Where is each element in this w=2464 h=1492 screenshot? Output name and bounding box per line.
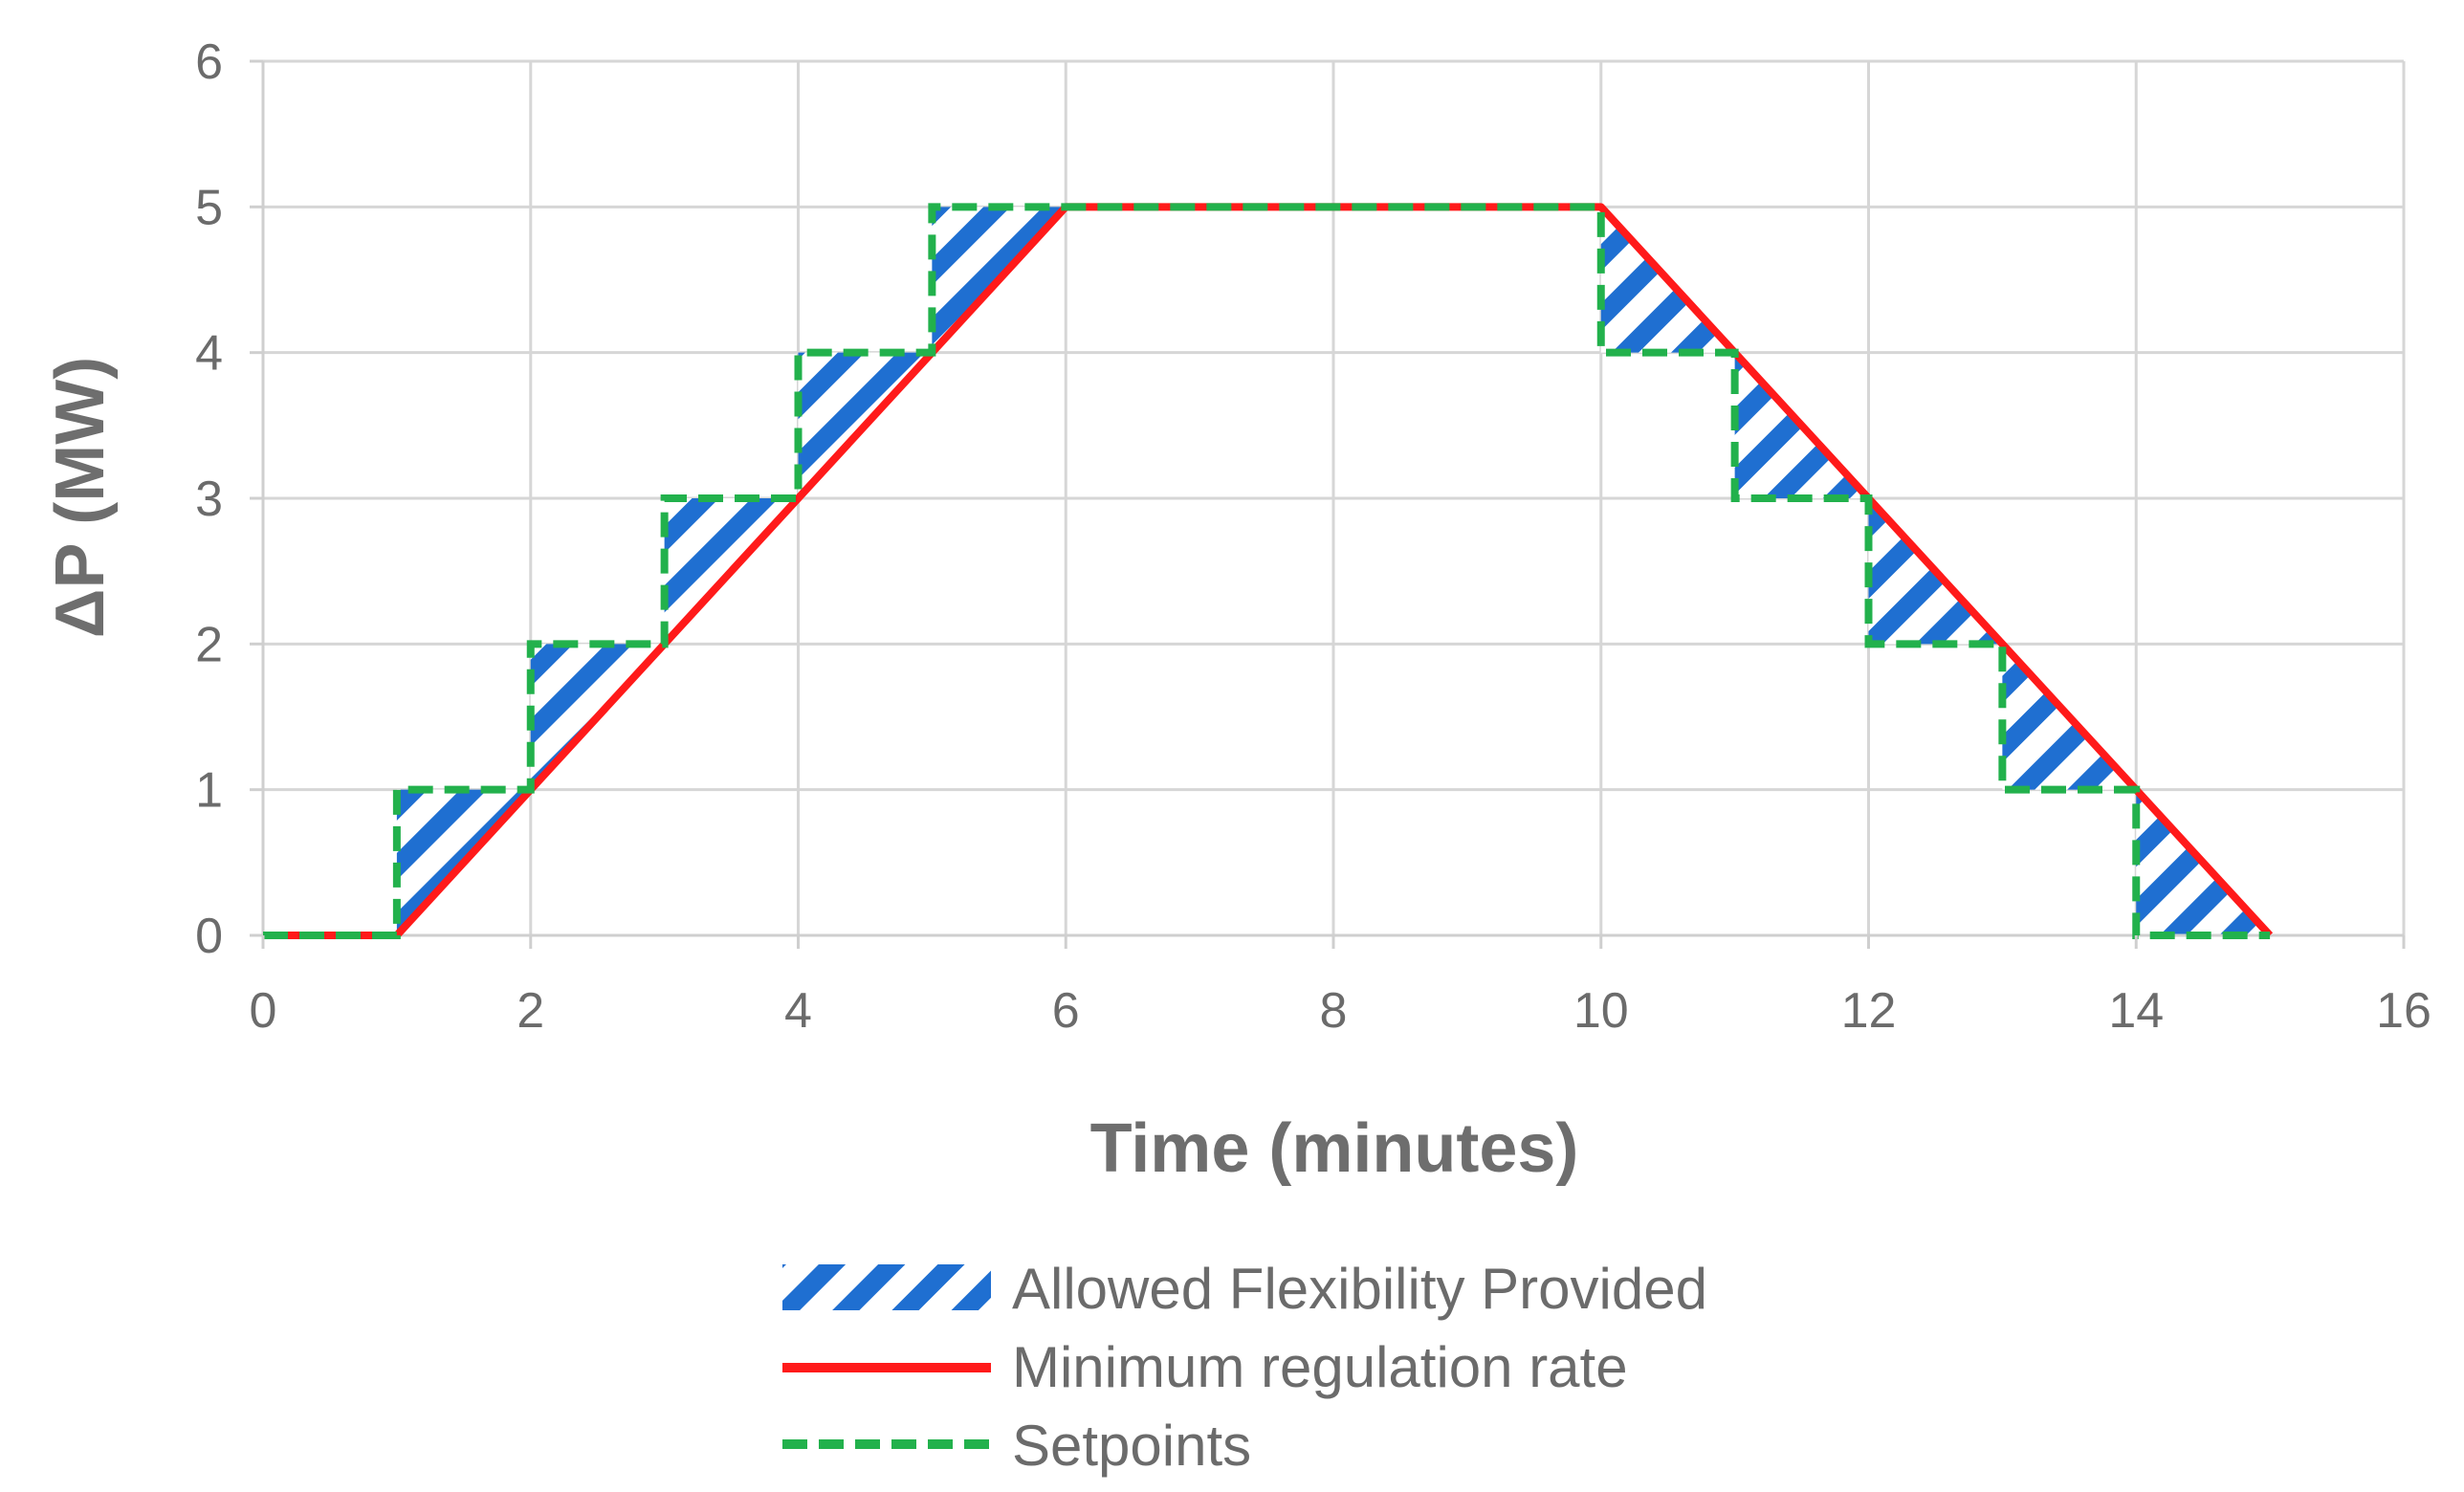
legend-label-setpoints: Setpoints [1012,1414,1251,1478]
y-tick-label-6: 6 [195,34,223,90]
x-tick-label-2: 4 [784,983,812,1039]
x-tick-labels: 0 2 4 6 8 10 12 14 16 [250,935,2431,1039]
y-tick-label-4: 4 [195,326,223,382]
x-axis-title: Time (minutes) [1090,1110,1579,1187]
flexibility-area [263,207,2271,936]
legend-label-flexibility: Allowed Flexibility Provided [1012,1257,1707,1321]
y-tick-labels: 0 1 2 3 4 5 6 [195,34,263,964]
series-line-minimum-regulation [263,203,2274,939]
y-tick-label-1: 1 [195,763,223,819]
x-tick-label-1: 2 [517,983,544,1039]
legend-item-regulation: Minimum regulation rate [782,1335,1628,1399]
x-tick-label-6: 12 [1841,983,1897,1039]
legend-item-flexibility: Allowed Flexibility Provided [782,1257,1707,1321]
x-tick-label-3: 6 [1052,983,1080,1039]
y-tick-label-2: 2 [195,617,223,672]
legend-label-regulation: Minimum regulation rate [1012,1335,1628,1399]
x-tick-label-0: 0 [250,983,277,1039]
x-tick-label-4: 8 [1320,983,1348,1039]
series-lines [263,203,2274,939]
x-tick-label-8: 16 [2376,983,2431,1039]
legend: Allowed Flexibility Provided Minimum reg… [782,1257,1707,1478]
y-tick-label-3: 3 [195,472,223,527]
y-tick-label-5: 5 [195,180,223,235]
y-tick-label-0: 0 [195,909,223,964]
y-axis-title: ΔP (MW) [42,357,119,638]
flexibility-areas [263,207,2271,936]
x-tick-label-7: 14 [2108,983,2164,1039]
x-tick-label-5: 10 [1573,983,1629,1039]
series-line-setpoints [263,203,2271,939]
legend-item-setpoints: Setpoints [782,1414,1251,1478]
legend-swatch-hatch [782,1264,991,1310]
grid-lines [261,59,2406,937]
